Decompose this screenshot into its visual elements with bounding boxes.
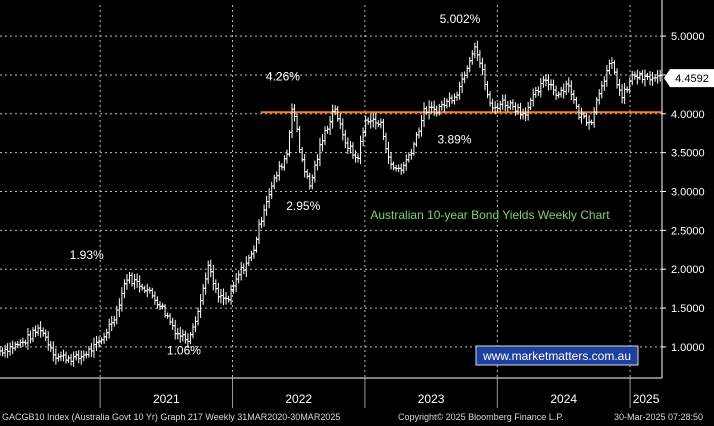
x-tick-label-1: 2022 — [285, 392, 312, 406]
annotation-3: 2.95% — [286, 199, 320, 213]
watermark-box[interactable]: www.marketmatters.com.au — [475, 345, 639, 366]
y-tick-label-6: 4.0000 — [671, 109, 705, 121]
y-tick-label-5: 3.5000 — [671, 148, 705, 160]
grid-lines — [0, 5, 662, 378]
chart-background — [0, 0, 714, 410]
annotation-2: 4.26% — [266, 69, 300, 83]
footer-copyright: Copyright© 2025 Bloomberg Finance L.P. — [398, 412, 564, 422]
chart-canvas: 1.0000 1.5000 2.0000 2.5000 3.0000 3.5000 4.00… — [0, 0, 714, 410]
annotation-1: 1.06% — [167, 344, 201, 358]
last-price-box — [664, 69, 714, 88]
footer-timestamp: 30-Mar-2025 07:28:50 — [614, 412, 704, 422]
y-tick-label-0: 1.0000 — [671, 342, 705, 354]
y-tick-label-2: 2.0000 — [671, 264, 705, 276]
y-tick-label-4: 3.0000 — [671, 187, 705, 199]
annotations: 1.93% 1.06% 4.26% 2.95% 5.002% 3.89% — [70, 12, 481, 358]
annotation-4: 5.002% — [440, 12, 481, 26]
x-tick-label-3: 2024 — [550, 392, 577, 406]
x-tick-label-2: 2023 — [418, 392, 445, 406]
axes: 1.0000 1.5000 2.0000 2.5000 3.0000 3.5000 4.00… — [0, 0, 714, 408]
annotation-0: 1.93% — [70, 248, 104, 262]
last-price-label: 4.4592 — [675, 73, 709, 85]
last-price-tag: 4.4592 — [664, 69, 714, 88]
footer-bar: GACGB10 Index (Australia Govt 10 Yr) Gra… — [0, 410, 714, 426]
chart-title: Australian 10-year Bond Yields Weekly Ch… — [370, 208, 610, 222]
annotation-5: 3.89% — [437, 132, 471, 146]
y-tick-label-8: 5.0000 — [671, 31, 705, 43]
ohlc-bars — [0, 40, 663, 367]
x-tick-label-4: 2025 — [633, 392, 660, 406]
y-tick-label-1: 1.5000 — [671, 303, 705, 315]
footer-security-info: GACGB10 Index (Australia Govt 10 Yr) Gra… — [2, 412, 341, 422]
y-tick-label-3: 2.5000 — [671, 225, 705, 237]
watermark-link[interactable]: www.marketmatters.com.au — [482, 349, 631, 363]
x-tick-label-0: 2021 — [153, 392, 180, 406]
